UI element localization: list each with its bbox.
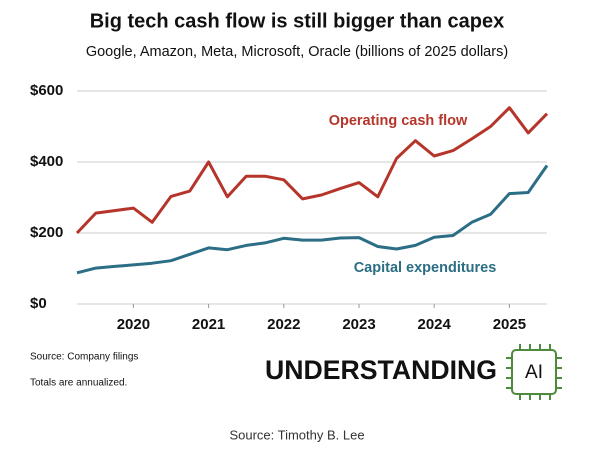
x-tick-label: 2020: [117, 316, 150, 333]
x-tick-label: 2021: [192, 316, 225, 333]
y-tick-label: $400: [30, 153, 63, 170]
logo-word: UNDERSTANDING: [265, 355, 497, 385]
series-label: Operating cash flow: [329, 113, 468, 129]
chart-subtitle: Google, Amazon, Meta, Microsoft, Oracle …: [86, 44, 508, 60]
x-tick-label: 2023: [342, 316, 375, 333]
series-line: [75, 106, 549, 235]
chart-title: Big tech cash flow is still bigger than …: [90, 10, 505, 32]
series-line: [76, 164, 549, 275]
series-label: Capital expenditures: [354, 260, 497, 276]
y-tick-label: $200: [30, 224, 63, 241]
x-tick-label: 2024: [418, 316, 452, 333]
x-tick-label: 2022: [267, 316, 300, 333]
logo-badge: AI: [525, 362, 543, 383]
caption: Source: Timothy B. Lee: [229, 427, 364, 442]
y-tick-label: $600: [30, 82, 63, 99]
y-tick-label: $0: [30, 295, 47, 312]
x-tick-label: 2025: [493, 316, 526, 333]
note: Source: Company filings: [30, 352, 138, 363]
logo-chip: [506, 344, 562, 400]
note: Totals are annualized.: [30, 378, 127, 389]
